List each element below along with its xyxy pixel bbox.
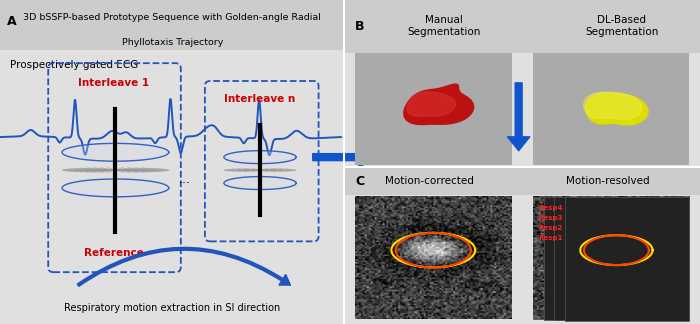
Polygon shape <box>407 92 456 116</box>
Text: Resp1: Resp1 <box>538 235 563 241</box>
Polygon shape <box>62 144 169 161</box>
Polygon shape <box>585 93 648 125</box>
Text: 3D bSSFP-based Prototype Sequence with Golden-angle Radial: 3D bSSFP-based Prototype Sequence with G… <box>23 13 321 22</box>
Polygon shape <box>224 151 296 164</box>
Text: Resp4: Resp4 <box>538 205 563 211</box>
Bar <box>533 197 690 319</box>
Polygon shape <box>62 179 169 197</box>
Text: Reference: Reference <box>84 248 144 258</box>
Text: Resp2: Resp2 <box>538 225 563 231</box>
Text: Motion-corrected: Motion-corrected <box>385 176 474 186</box>
Polygon shape <box>224 177 296 190</box>
Bar <box>344 0 700 53</box>
FancyArrowPatch shape <box>313 146 372 168</box>
Text: Respiratory motion extraction in SI direction: Respiratory motion extraction in SI dire… <box>64 304 280 313</box>
Polygon shape <box>404 84 474 124</box>
Text: Interleave 1: Interleave 1 <box>78 78 149 87</box>
Bar <box>355 53 512 165</box>
Bar <box>565 197 690 321</box>
Text: Motion-resolved: Motion-resolved <box>566 176 650 186</box>
Bar <box>355 197 512 319</box>
Text: Phyllotaxis Trajectory: Phyllotaxis Trajectory <box>122 38 223 47</box>
Bar <box>533 197 690 319</box>
FancyArrowPatch shape <box>77 247 290 286</box>
FancyArrowPatch shape <box>508 83 530 151</box>
Polygon shape <box>584 92 642 119</box>
Text: B: B <box>355 20 365 33</box>
Text: Manual
Segmentation: Manual Segmentation <box>407 15 481 37</box>
Bar <box>554 197 690 320</box>
Text: DL-Based
Segmentation: DL-Based Segmentation <box>585 15 659 37</box>
Bar <box>344 167 700 195</box>
Text: ...: ... <box>178 173 190 186</box>
Text: Interleave n: Interleave n <box>225 94 295 104</box>
Bar <box>0 0 344 50</box>
Text: A: A <box>7 15 17 28</box>
Text: Resp3: Resp3 <box>538 215 563 221</box>
Bar <box>533 53 690 165</box>
Text: Prospectively gated ECG: Prospectively gated ECG <box>10 60 139 70</box>
Bar <box>543 197 690 320</box>
Text: C: C <box>355 175 364 188</box>
